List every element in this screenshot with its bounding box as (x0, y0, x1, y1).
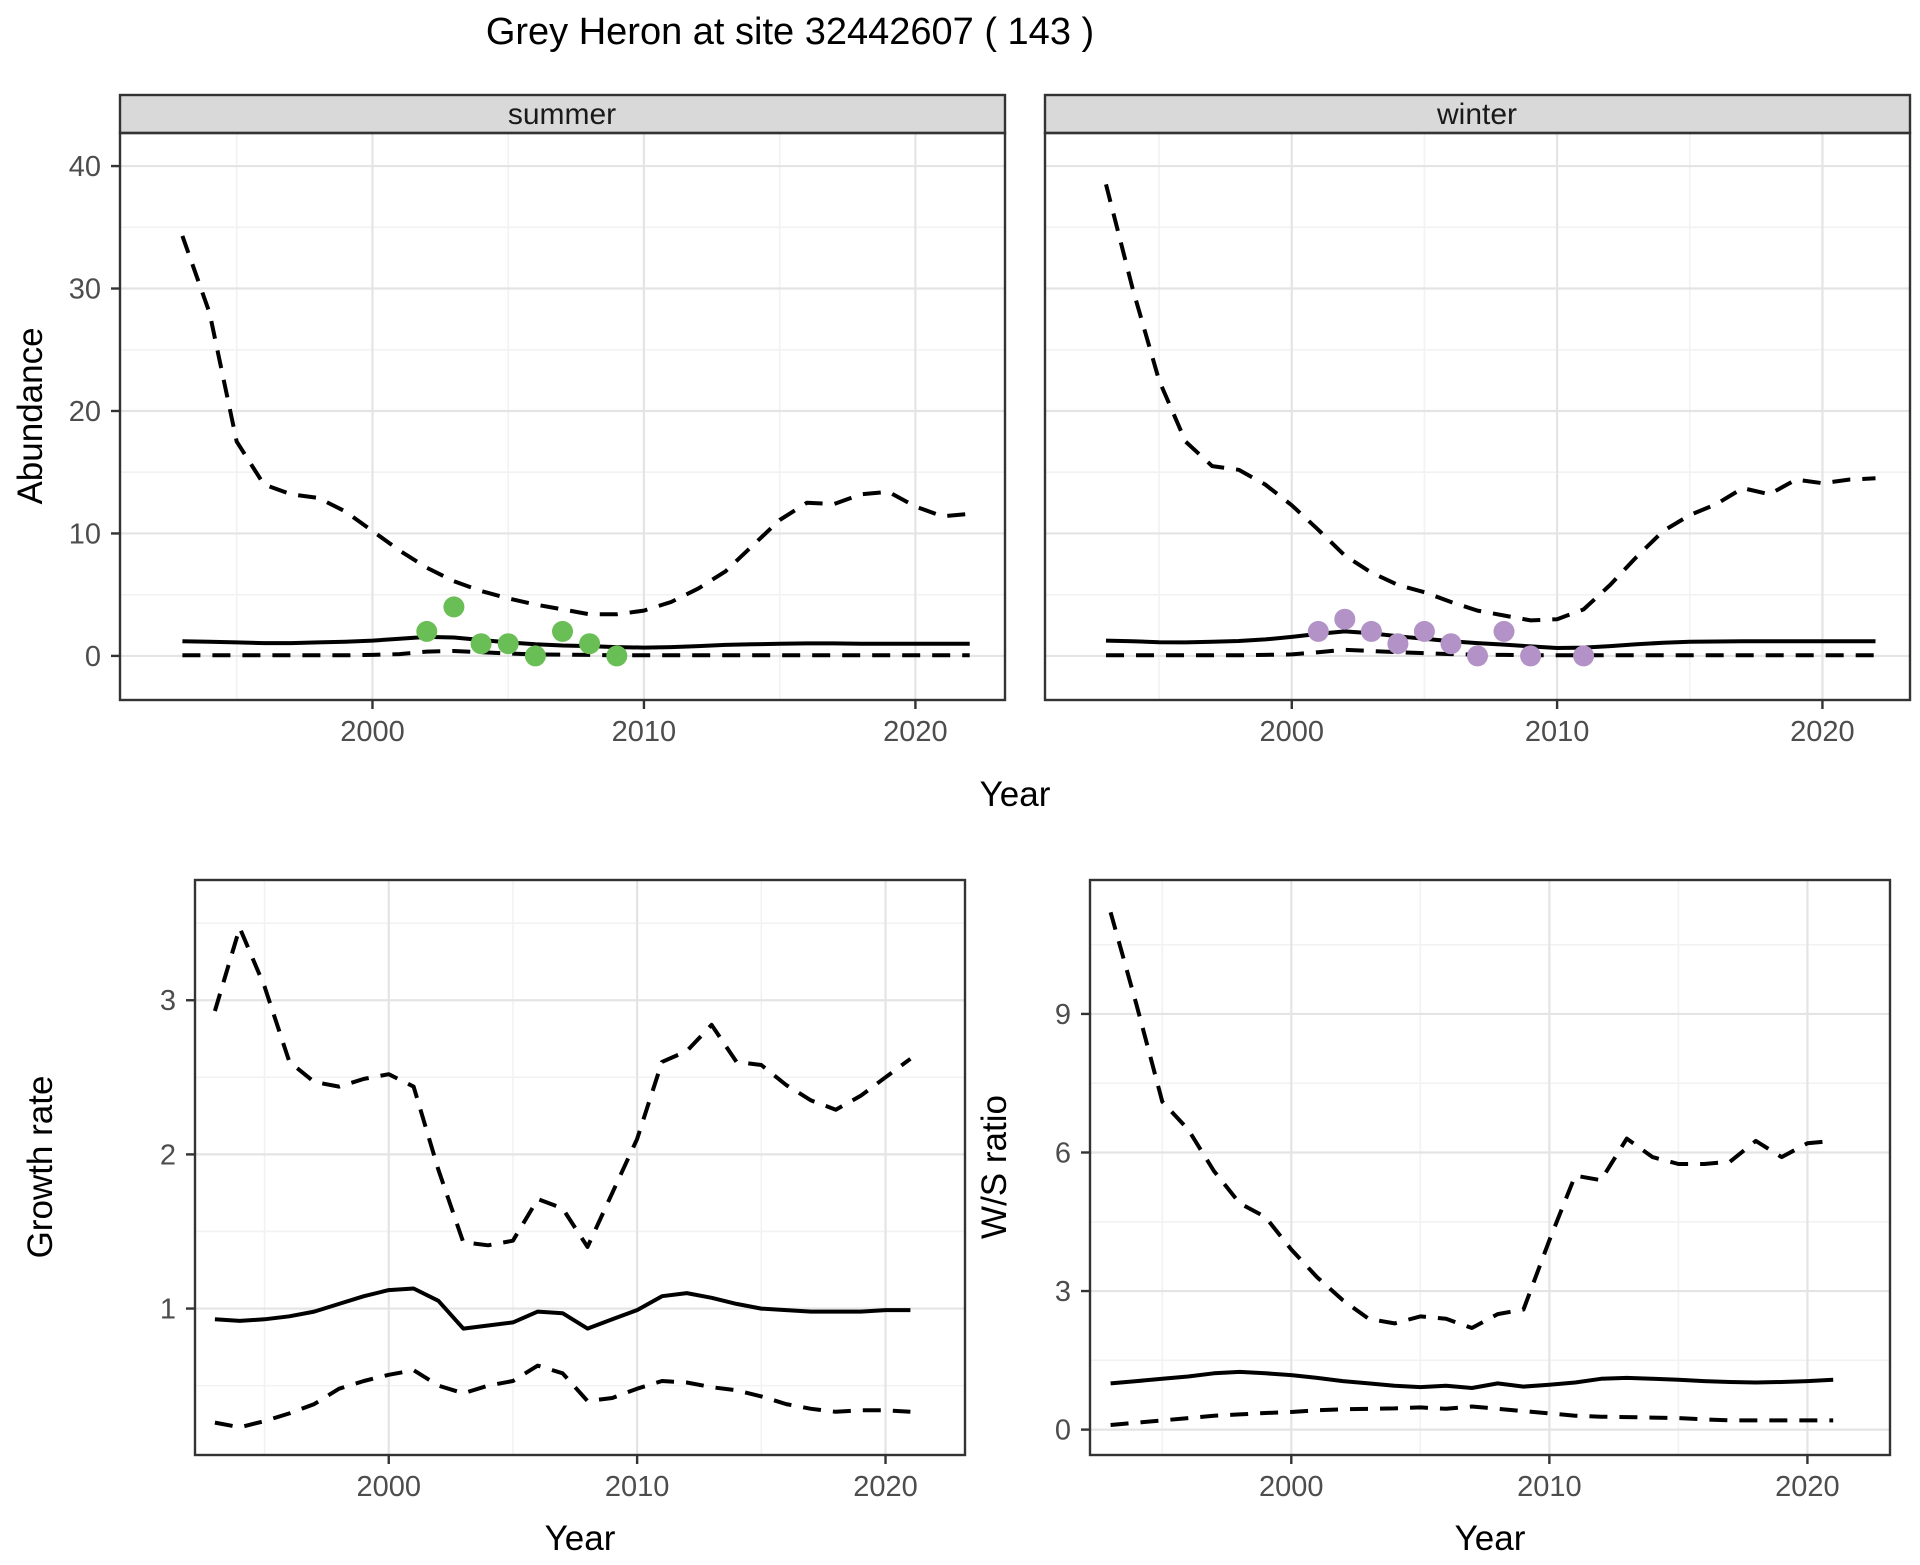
winter-observations-point (1493, 620, 1515, 642)
abundance-summer-upper_ci-line (180, 235, 970, 617)
ws-ratio-upper_ci-line (1108, 911, 1834, 1330)
summer-observations-point (552, 620, 573, 642)
abundance-summer-fit-line (182, 634, 970, 650)
panel-growth-rate: 2000 2010 2020 1 2 3 (160, 878, 967, 1503)
y-tick-label: 40 (69, 151, 101, 183)
x-tick-label: 2020 (1790, 716, 1855, 748)
x-tick-label: 2020 (1775, 1471, 1840, 1503)
summer-observations-point (443, 596, 465, 618)
y-tick-label: 20 (69, 396, 101, 428)
winter-observations-point (1360, 620, 1382, 642)
winter-observations-point (1334, 608, 1356, 630)
winter-observations-point (1387, 633, 1409, 655)
summer-observations-point (524, 645, 546, 667)
panel-border (1043, 131, 1912, 702)
growth-rate-lower_ci-line (214, 1363, 911, 1430)
x-tick-label: 2020 (853, 1471, 918, 1503)
facet-strip (118, 93, 1007, 135)
page-title: Grey Heron at site 32442607 ( 143 ) (486, 11, 1094, 53)
facet-strip (1043, 93, 1912, 135)
x-tick-label: 2020 (883, 716, 948, 748)
x-axis-title-year-growth: Year (545, 1519, 616, 1558)
x-tick-label: 2000 (1259, 1471, 1324, 1503)
winter-observations-point (1413, 620, 1435, 642)
winter-observations-point (1467, 645, 1488, 667)
panel-ws-ratio: 2000 2010 2020 0 3 6 9 (1055, 878, 1892, 1503)
x-tick-label: 2000 (340, 716, 405, 748)
summer-observations-point (470, 633, 492, 655)
x-axis-title-year-ws: Year (1455, 1519, 1526, 1558)
winter-observations-point (1307, 620, 1329, 642)
panel-abundance-winter: 2000 2010 2020 (1043, 93, 1912, 748)
summer-observations-point (416, 620, 438, 642)
facet-strip-label-winter: winter (1436, 98, 1517, 131)
y-tick-label: 6 (1055, 1137, 1071, 1169)
abundance-winter-lower_ci-line (1106, 647, 1876, 658)
y-tick-label: 30 (69, 274, 101, 306)
y-axis-title-abundance: Abundance (11, 327, 50, 504)
panel-border (118, 131, 1007, 702)
y-tick-label: 1 (160, 1294, 176, 1326)
x-tick-label: 2000 (356, 1471, 421, 1503)
x-tick-label: 2010 (612, 716, 677, 748)
x-tick-label: 2000 (1260, 716, 1325, 748)
summer-observations-point (606, 645, 628, 667)
y-axis-title-ws-ratio: W/S ratio (975, 1095, 1014, 1239)
abundance-summer-lower_ci-line (182, 649, 970, 658)
y-tick-label: 9 (1055, 999, 1071, 1031)
panel-border (1088, 878, 1892, 1457)
summer-observations-point (497, 633, 519, 655)
y-axis-title-growth-rate: Growth rate (21, 1076, 60, 1259)
y-tick-label: 2 (160, 1139, 176, 1171)
ws-ratio-fit-line (1110, 1369, 1834, 1390)
summer-observations-point (579, 633, 601, 655)
growth-rate-upper_ci-line (212, 925, 912, 1249)
y-tick-label: 3 (1055, 1276, 1071, 1308)
x-tick-label: 2010 (605, 1471, 670, 1503)
growth-rate-fit-line (214, 1286, 911, 1331)
x-axis-title-year-top: Year (980, 775, 1051, 814)
x-tick-label: 2010 (1517, 1471, 1582, 1503)
facet-strip-label-summer: summer (508, 98, 616, 131)
ws-ratio-lower_ci-line (1110, 1404, 1834, 1427)
x-tick-label: 2010 (1525, 716, 1590, 748)
abundance-winter-upper_ci-line (1104, 183, 1876, 623)
y-tick-label: 10 (69, 518, 101, 550)
abundance-winter-fit-line (1105, 629, 1876, 650)
winter-observations-point (1573, 645, 1595, 667)
winter-observations-point (1520, 645, 1542, 667)
y-tick-label: 3 (160, 985, 176, 1017)
panel-border (193, 878, 967, 1457)
winter-observations-point (1440, 633, 1462, 655)
y-tick-label: 0 (1055, 1415, 1071, 1447)
y-tick-label: 0 (85, 641, 101, 673)
panel-abundance-summer: 2000 2010 2020 0 10 20 30 40 (69, 93, 1007, 748)
